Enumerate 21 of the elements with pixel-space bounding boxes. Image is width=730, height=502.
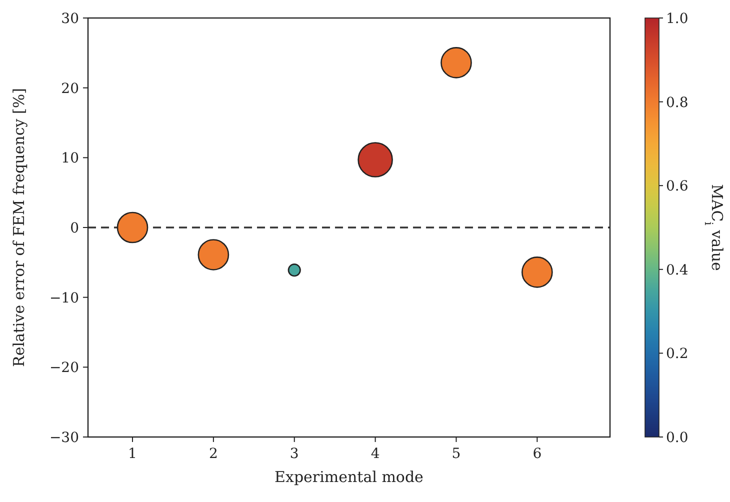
y-tick-label: 0 xyxy=(70,220,79,236)
x-tick-label: 3 xyxy=(290,446,299,462)
y-tick-label: 10 xyxy=(61,150,79,167)
color-bar-label: 0.2 xyxy=(666,346,688,362)
color-bar-label: 0.0 xyxy=(666,430,688,446)
y-tick-label: −20 xyxy=(49,360,79,376)
x-axis-title: Experimental mode xyxy=(274,468,424,486)
y-axis-title: Relative error of FEM frequency [%] xyxy=(10,88,28,367)
y-tick-label: 20 xyxy=(61,80,79,97)
color-bar-label: 0.4 xyxy=(666,262,688,278)
x-tick-label: 5 xyxy=(452,446,461,462)
x-tick-label: 6 xyxy=(532,446,542,462)
color-bar-label: 0.6 xyxy=(666,178,688,195)
color-bar-label: 0.8 xyxy=(666,94,688,111)
x-tick-label: 2 xyxy=(208,446,218,462)
color-bar-label: 1.0 xyxy=(666,11,688,27)
y-tick-label: 30 xyxy=(61,11,79,27)
x-tick-label: 4 xyxy=(370,446,380,462)
x-tick-label: 1 xyxy=(128,446,137,462)
y-tick-label: −10 xyxy=(49,290,79,306)
y-tick-label: −30 xyxy=(49,430,79,446)
